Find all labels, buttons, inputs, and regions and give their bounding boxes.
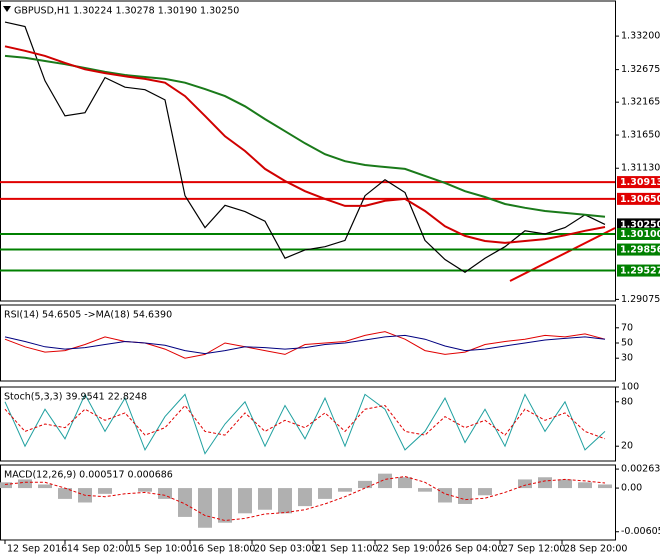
- panel-frame: [0, 0, 616, 302]
- histogram-bar: [218, 488, 232, 523]
- y-tick-label: 1.29075: [621, 294, 660, 305]
- y-tick-label: 20: [621, 441, 633, 452]
- panel-title: Stoch(5,3,3) 39.9541 22.8248: [4, 392, 147, 403]
- histogram-bar: [358, 480, 372, 489]
- histogram-bar: [378, 473, 392, 489]
- histogram-bar: [478, 488, 492, 496]
- histogram-bar: [38, 484, 52, 489]
- y-tick-label: 1.31130: [621, 163, 660, 174]
- histogram-bar: [438, 488, 452, 503]
- panel-frame: [0, 386, 616, 462]
- y-tick-label: 1.32165: [621, 97, 660, 108]
- histogram-bar: [558, 479, 572, 489]
- panel-title: MACD(12,26,9) 0.000517 0.000686: [4, 470, 173, 481]
- y-tick-label: -0.006055: [621, 526, 660, 537]
- menu-icon[interactable]: [3, 6, 11, 12]
- panel-title: RSI(14) 54.6505 ->MA(18) 54.6390: [4, 310, 172, 321]
- histogram-bar: [398, 477, 412, 489]
- x-tick-label: 27 Sep 12:00: [502, 544, 565, 555]
- histogram-bar: [178, 488, 192, 517]
- panel-frame: [0, 464, 616, 541]
- histogram-bar: [598, 484, 612, 489]
- level-label: 1.30650: [620, 194, 660, 205]
- histogram-bar: [298, 488, 312, 507]
- trend-line: [509, 227, 616, 282]
- x-tick-label: 20 Sep 03:00: [254, 544, 317, 555]
- y-tick-label: 100: [621, 382, 639, 393]
- x-tick-label: 22 Sep 19:00: [377, 544, 440, 555]
- x-tick-label: 16 Sep 18:00: [192, 544, 255, 555]
- histogram-bar: [278, 488, 292, 514]
- x-tick-label: 14 Sep 02:00: [67, 544, 130, 555]
- level-tag: [617, 218, 660, 231]
- y-tick-label: 50: [621, 338, 633, 349]
- level-label: 1.29527: [620, 266, 660, 277]
- series-line: [4, 331, 606, 359]
- series-line: [4, 334, 606, 355]
- y-tick-label: 1.33200: [621, 31, 660, 42]
- histogram-bar: [198, 488, 212, 528]
- histogram-bar: [338, 488, 352, 492]
- histogram-bar: [418, 488, 432, 492]
- histogram-bar: [258, 488, 272, 510]
- histogram-bar: [0, 482, 13, 489]
- level-tag: [617, 243, 660, 256]
- histogram-bar: [578, 482, 592, 489]
- level-label: 1.30250: [620, 219, 660, 230]
- level-tag: [617, 192, 660, 205]
- histogram-bar: [158, 488, 172, 499]
- level-tag: [617, 176, 660, 189]
- y-tick-label: 80: [621, 396, 633, 407]
- panel-title: GBPUSD,H1 1.30224 1.30278 1.30190 1.3025…: [14, 6, 239, 17]
- series-line: [4, 45, 606, 244]
- series-line: [4, 475, 606, 522]
- histogram-bar: [98, 488, 112, 494]
- series-line: [4, 404, 606, 440]
- series-line: [4, 21, 606, 274]
- y-tick-label: 1.31650: [621, 130, 660, 141]
- x-tick-label: 28 Sep 20:00: [564, 544, 627, 555]
- y-tick-label: 70: [621, 322, 633, 333]
- histogram-bar: [538, 477, 552, 489]
- histogram-bar: [238, 488, 252, 514]
- level-label: 1.30913: [620, 177, 660, 188]
- series-line: [4, 54, 606, 218]
- x-tick-label: 12 Sep 2016: [7, 544, 67, 555]
- y-tick-label: 0.002634: [621, 464, 660, 475]
- level-tag: [617, 264, 660, 277]
- histogram-bar: [318, 488, 332, 499]
- x-tick-label: 15 Sep 10:00: [129, 544, 192, 555]
- level-tag: [617, 227, 660, 240]
- histogram-bar: [58, 488, 72, 499]
- histogram-bar: [18, 479, 32, 489]
- histogram-bar: [138, 488, 152, 492]
- level-label: 1.30100: [620, 229, 660, 240]
- y-tick-label: 0.00: [621, 483, 642, 494]
- histogram-bar: [518, 479, 532, 489]
- level-label: 1.29856: [620, 245, 660, 256]
- x-tick-label: 21 Sep 11:00: [315, 544, 378, 555]
- x-tick-label: 26 Sep 04:00: [440, 544, 503, 555]
- y-tick-label: 1.32675: [621, 64, 660, 75]
- series-line: [4, 393, 606, 455]
- histogram-bar: [458, 488, 472, 504]
- y-tick-label: 30: [621, 353, 633, 364]
